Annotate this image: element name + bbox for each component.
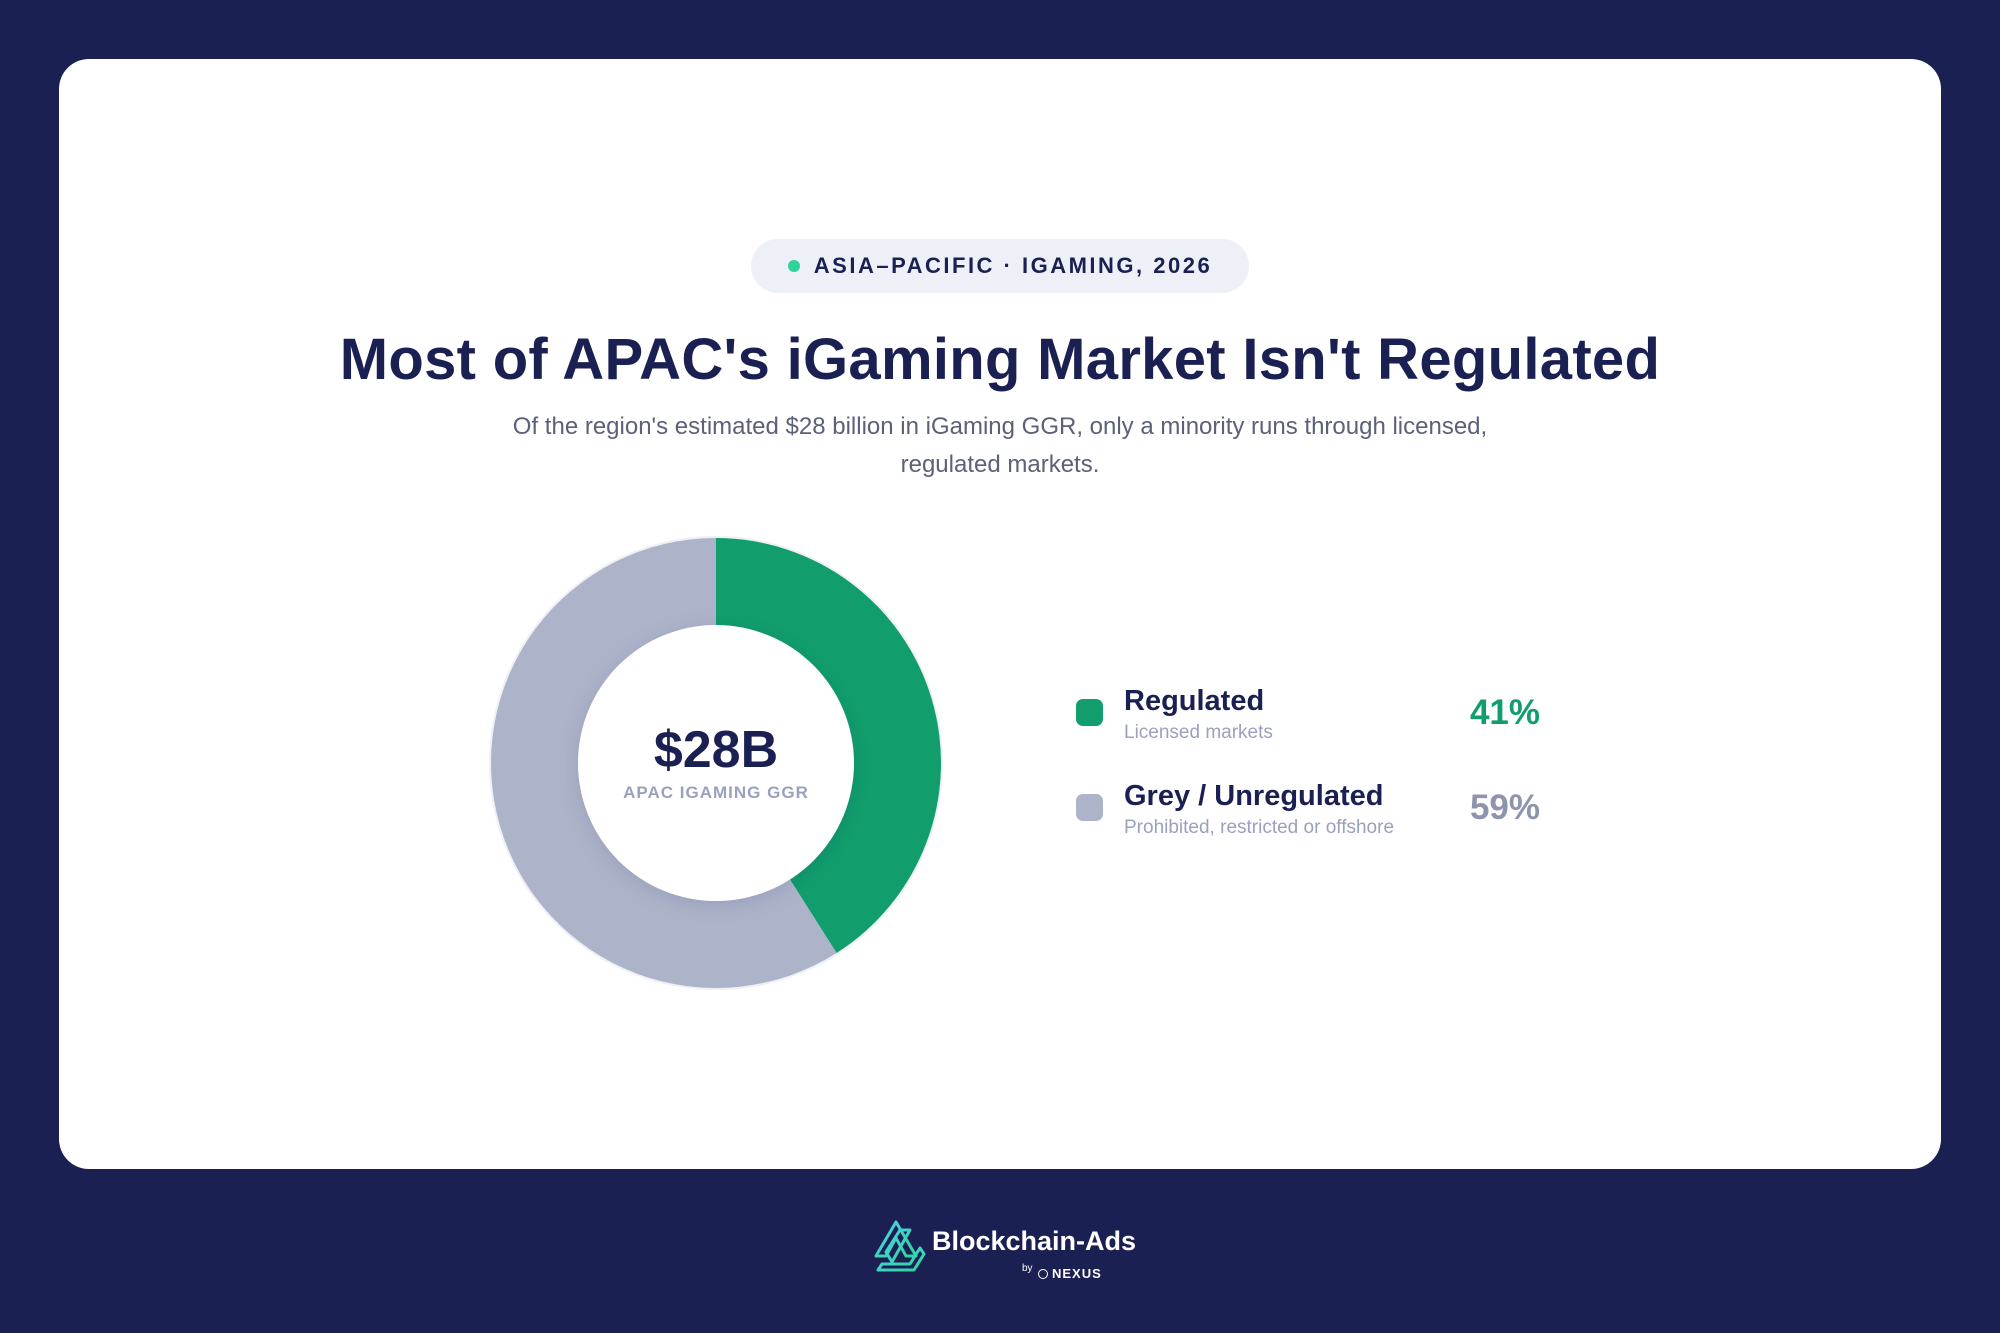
- nexus-logo-icon: [1038, 1269, 1048, 1279]
- content-card: [59, 59, 1941, 1169]
- legend-percent: 59%: [1469, 788, 1540, 827]
- legend-percent: 41%: [1469, 693, 1540, 732]
- legend-swatch-unregulated: [1076, 794, 1103, 821]
- partner-name: NEXUS: [1052, 1266, 1102, 1281]
- legend-label: Grey / Unregulated: [1124, 780, 1384, 812]
- legend-description: Prohibited, restricted or offshore: [1124, 817, 1395, 838]
- donut-hole: [578, 625, 854, 901]
- donut-outline: [489, 536, 943, 990]
- legend-description: Licensed markets: [1124, 722, 1273, 743]
- blockchain-ads-logo-icon: [874, 1220, 926, 1272]
- partner-brand: NEXUS: [1038, 1266, 1102, 1281]
- legend-item-unregulated: Grey / Unregulated Prohibited, restricte…: [1076, 780, 1540, 840]
- brand-name: Blockchain-Ads: [932, 1226, 1137, 1256]
- brand-by-text: by: [1022, 1263, 1033, 1274]
- legend-swatch-regulated: [1076, 699, 1103, 726]
- region-badge-label: ASIA–PACIFIC · IGAMING, 2026: [813, 253, 1213, 278]
- legend-item-regulated: Regulated Licensed markets 41%: [1076, 685, 1540, 745]
- status-dot-icon: [787, 260, 800, 272]
- footer-brand: Blockchain-Ads by NEXUS: [870, 1218, 1140, 1288]
- donut-center-value: $28B: [653, 721, 779, 779]
- donut-chart: [489, 536, 943, 990]
- region-badge: ASIA–PACIFIC · IGAMING, 2026: [751, 239, 1249, 293]
- legend-label: Regulated: [1124, 685, 1265, 717]
- page-title: Most of APAC's iGaming Market Isn't Regu…: [339, 327, 1661, 392]
- page-subtitle: Of the region's estimated $28 billion in…: [512, 413, 1488, 478]
- donut-center-label: APAC IGAMING GGR: [623, 783, 809, 802]
